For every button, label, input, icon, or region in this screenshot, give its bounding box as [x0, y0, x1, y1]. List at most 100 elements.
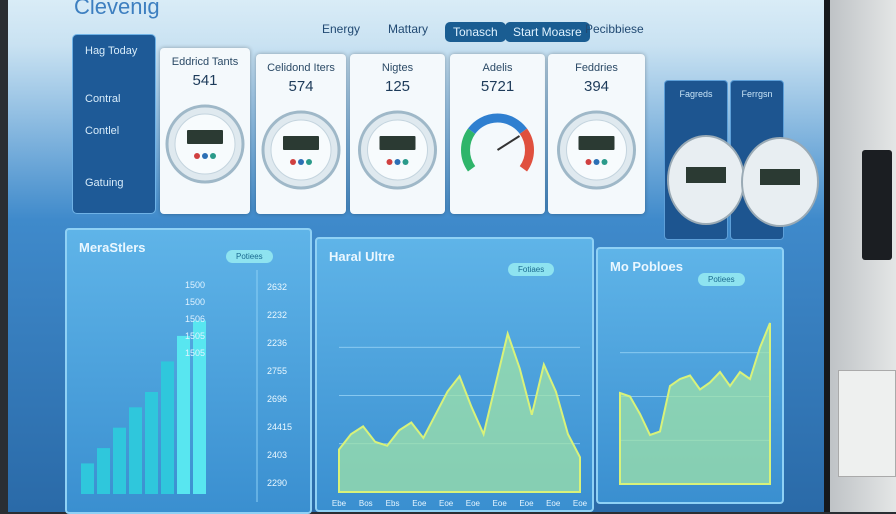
x-tick-label: Bos — [359, 499, 373, 508]
meter-value: 5721 — [480, 78, 515, 95]
meter-display — [187, 130, 223, 144]
panel-button[interactable]: Potiees — [226, 250, 273, 263]
meter-dot — [585, 159, 592, 165]
x-tick-label: Eoe — [439, 499, 454, 508]
meter-card: Adelis 5721 — [450, 54, 545, 214]
meter-dot — [202, 153, 208, 159]
device — [862, 150, 892, 260]
meter-dot — [194, 153, 200, 159]
meter-value: 394 — [583, 78, 610, 95]
bar — [193, 320, 206, 494]
x-tick-label: Eoe — [412, 499, 427, 508]
meter-card: Feddries 394 — [548, 54, 645, 214]
table-cell: 1500 — [185, 297, 206, 307]
chart — [461, 113, 534, 172]
chart — [619, 322, 771, 485]
meter — [740, 137, 820, 227]
gauge-arc — [467, 113, 528, 135]
sidebar-item[interactable]: Contral — [85, 93, 121, 105]
x-tick-label: Eoe — [573, 499, 588, 508]
panel: Ebe Bos Ebs Eoe Eoe Eoe Eoe Eoe Eoe Eoe Haral Ultr… — [315, 237, 594, 512]
meter-dot — [306, 159, 312, 165]
bar — [161, 361, 174, 494]
meter-title: Nigtes — [381, 62, 414, 74]
nav-item[interactable]: Energy — [322, 22, 361, 36]
chart — [261, 110, 341, 190]
table-cell: 2236 — [267, 338, 288, 348]
meter-dot — [298, 159, 304, 165]
bar — [145, 392, 158, 494]
bar — [97, 448, 110, 494]
area — [338, 330, 581, 493]
meter-display — [379, 136, 416, 150]
meter-display — [686, 167, 726, 183]
chart — [358, 110, 437, 190]
chart — [667, 135, 745, 225]
chart — [557, 110, 636, 190]
sidebar: Hag Today Contral Contlel Gatuing — [72, 34, 156, 214]
nav-item[interactable]: Mattary — [388, 22, 429, 36]
mini-title: Ferrgsn — [741, 89, 773, 99]
meter-dot — [394, 159, 401, 165]
gauge-arc — [519, 128, 534, 172]
nav-item[interactable]: Pecibbiese — [585, 22, 644, 36]
panel-title: Haral Ultre — [329, 249, 395, 264]
gauge-needle — [496, 135, 521, 151]
meter-value: 125 — [384, 78, 411, 95]
sidebar-item[interactable]: Contlel — [85, 125, 120, 137]
meter-dot — [593, 159, 600, 165]
x-tick-label: Ebs — [386, 499, 400, 508]
bar — [81, 463, 94, 494]
nav-item[interactable]: Start Moasre — [505, 22, 590, 42]
bar — [177, 335, 190, 494]
meter-title: Celidond Iters — [267, 62, 335, 74]
meter-dot — [402, 159, 409, 165]
meter-display — [578, 136, 615, 150]
panel-button[interactable]: Fotiaes — [508, 263, 555, 276]
chart: Ebe Bos Ebs Eoe Eoe Eoe Eoe Eoe Eoe Eoe — [332, 330, 588, 508]
table-cell: 2696 — [267, 394, 288, 404]
bar — [113, 427, 126, 494]
meter-display — [283, 136, 319, 150]
chart — [165, 104, 245, 184]
panel: Mo Pobloes Potiees — [596, 247, 784, 504]
meter-dot — [601, 159, 608, 165]
meter-value: 574 — [288, 78, 314, 95]
meter-title: Eddricd Tants — [171, 56, 239, 68]
table-cell: 1500 — [185, 280, 206, 290]
meter-card: Celidond Iters 574 — [256, 54, 346, 214]
x-tick-label: Eoe — [466, 499, 481, 508]
meter — [666, 135, 746, 225]
table-cell: 2232 — [267, 310, 288, 320]
x-tick-label: Eoe — [493, 499, 508, 508]
x-tick-label: Eoe — [519, 499, 534, 508]
wall-box — [838, 370, 896, 477]
table-cell: 1506 — [185, 314, 206, 324]
x-tick-label: Ebe — [332, 499, 347, 508]
sidebar-item[interactable]: Gatuing — [85, 177, 124, 189]
chart — [81, 270, 258, 502]
table-cell: 1505 — [185, 348, 206, 358]
meter-card: Nigtes 125 — [350, 54, 445, 214]
panel-button[interactable]: Potiees — [698, 273, 745, 286]
nav-item[interactable]: Tonasch — [445, 22, 506, 42]
bar — [129, 407, 142, 494]
meter-card: Eddricd Tants 541 — [160, 48, 250, 214]
logo: Clevenig — [74, 0, 160, 19]
panel: MeraStlers Potiees 1500 1500 1506 1505 1505 263… — [65, 228, 312, 514]
table-cell: 24415 — [267, 422, 293, 432]
x-tick-label: Eoe — [546, 499, 561, 508]
panel-title: Mo Pobloes — [610, 259, 683, 274]
meter-title: Feddries — [575, 62, 618, 74]
table-cell: 2632 — [267, 282, 288, 292]
meter-title: Adelis — [482, 62, 513, 74]
chart — [741, 137, 819, 227]
sidebar-item[interactable]: Hag Today — [85, 45, 138, 57]
table-cell: 1505 — [185, 331, 206, 341]
mini-title: Fagreds — [679, 89, 713, 99]
meter-value: 541 — [192, 72, 218, 89]
area — [619, 322, 771, 485]
table-cell: 2755 — [267, 366, 288, 376]
gauge-arc — [461, 128, 476, 172]
panel-title: MeraStlers — [79, 240, 146, 255]
